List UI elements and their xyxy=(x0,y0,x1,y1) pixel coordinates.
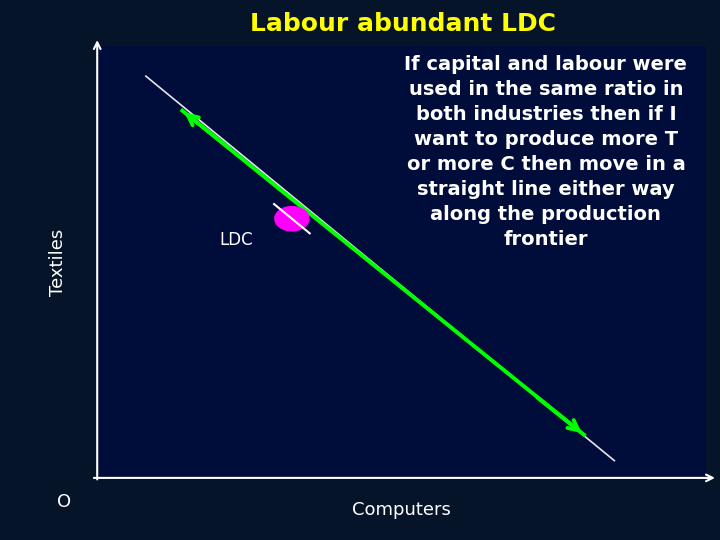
Text: LDC: LDC xyxy=(219,231,253,249)
Text: O: O xyxy=(57,492,71,511)
Circle shape xyxy=(275,207,309,231)
Text: If capital and labour were
used in the same ratio in
both industries then if I
w: If capital and labour were used in the s… xyxy=(405,55,688,248)
Text: Labour abundant LDC: Labour abundant LDC xyxy=(251,12,557,36)
Text: Textiles: Textiles xyxy=(49,228,67,295)
Text: Computers: Computers xyxy=(352,501,451,519)
